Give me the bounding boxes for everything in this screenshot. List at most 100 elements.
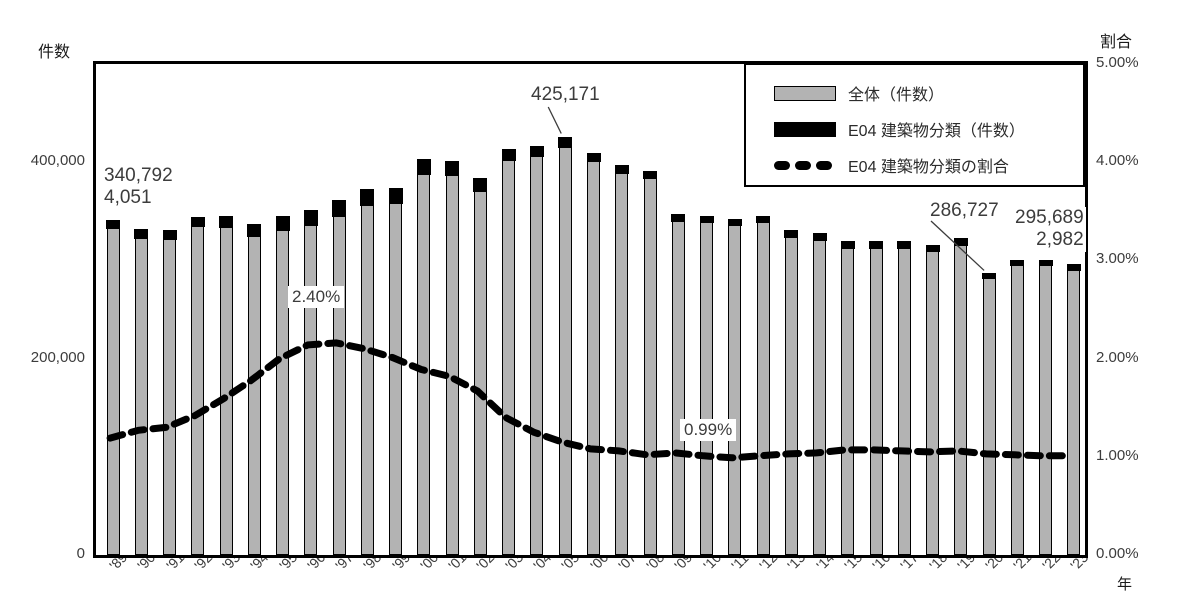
legend-item-2[interactable]: E04 建築物分類の割合	[746, 147, 1083, 183]
bar-90	[134, 229, 149, 555]
legend-item-label: 全体（件数）	[848, 87, 945, 104]
bar-e04-segment	[162, 230, 177, 240]
bar-92	[190, 216, 205, 555]
y-tick-right-0: 5.00%	[1096, 54, 1139, 71]
y-tick-right-1: 4.00%	[1096, 152, 1139, 170]
bar-e04-segment	[247, 223, 262, 237]
bar-e04-segment	[727, 218, 742, 226]
annotation-first-bar: 340,792 4,051	[102, 165, 175, 210]
legend-item-label: E04 建築物分類の割合	[848, 159, 1009, 176]
chart-legend: 全体（件数） E04 建築物分類（件数） E04 建築物分類の割合	[744, 63, 1085, 187]
bar-e04-segment	[982, 272, 997, 280]
bar-e04-segment	[784, 230, 799, 238]
bar-e04-segment	[529, 146, 544, 158]
bar-e04-segment	[953, 238, 968, 246]
bar-e04-segment	[473, 178, 488, 193]
bar-e04-segment	[388, 188, 403, 205]
bar-97	[332, 200, 347, 555]
bar-16	[869, 241, 884, 555]
bar-03	[501, 148, 516, 555]
bar-e04-segment	[275, 215, 290, 231]
bar-e04-segment	[558, 136, 573, 148]
bar-94	[247, 223, 262, 555]
bar-10	[699, 215, 714, 555]
bar-e04-segment	[614, 164, 629, 174]
x-axis-title: 年	[1117, 576, 1133, 593]
annotation-last-bar: 295,689 2,982	[1013, 207, 1086, 252]
y-tick-left-0: 400,000	[30, 152, 85, 170]
bar-19	[953, 238, 968, 555]
bar-e04-segment	[925, 245, 940, 253]
bar-e04-segment	[812, 233, 827, 241]
bar-08	[643, 170, 657, 555]
annotation-first-e04: 4,051	[104, 187, 152, 209]
y-tick-right-2: 3.00%	[1096, 250, 1139, 268]
bar-e04-segment	[445, 160, 460, 177]
bar-96	[303, 209, 318, 555]
bar-93	[219, 215, 234, 555]
bar-18	[925, 245, 940, 555]
bar-e04-segment	[586, 152, 601, 163]
bar-e04-segment	[332, 200, 347, 217]
bar-e04-segment	[897, 241, 912, 249]
bar-17	[897, 241, 912, 555]
bar-e04-segment	[360, 189, 375, 207]
black-bar-swatch	[774, 121, 836, 137]
bar-14	[812, 233, 827, 555]
legend-item-1[interactable]: E04 建築物分類（件数）	[746, 111, 1083, 147]
bar-e04-segment	[1010, 259, 1025, 267]
annotation-ratio-max: 2.40%	[288, 286, 345, 308]
bar-00	[416, 158, 431, 555]
bar-01	[445, 160, 460, 555]
bar-e04-segment	[190, 216, 205, 228]
y-tick-right-5: 0.00%	[1096, 545, 1139, 562]
bar-02	[473, 178, 488, 555]
bar-91	[162, 230, 177, 555]
bar-21	[1010, 259, 1025, 555]
bar-22	[1038, 259, 1053, 555]
y-tick-left-1: 200,000	[30, 348, 85, 366]
y-axis-title-right: 割合	[1100, 34, 1133, 51]
gray-bar-swatch	[774, 85, 836, 101]
bar-e04-segment	[134, 229, 149, 239]
bar-e04-segment	[869, 241, 884, 249]
dashed-line-swatch	[774, 160, 836, 170]
annotation-last-e04: 2,982	[1036, 229, 1084, 251]
bar-98	[360, 189, 375, 555]
bar-04	[529, 146, 544, 555]
bar-13	[784, 230, 799, 555]
annotation-last-total: 295,689	[1015, 207, 1084, 228]
bar-09	[671, 213, 686, 555]
bar-e04-segment	[416, 158, 431, 176]
bar-07	[614, 164, 629, 555]
bar-11	[727, 218, 742, 555]
annotation-ratio-min: 0.99%	[680, 419, 737, 441]
bar-05	[558, 136, 573, 555]
bar-95	[275, 215, 290, 555]
annotation-first-total: 340,792	[104, 165, 173, 186]
bar-e04-segment	[219, 215, 234, 228]
legend-item-label: E04 建築物分類（件数）	[848, 123, 1025, 140]
bar-15	[840, 241, 855, 555]
y-tick-right-3: 2.00%	[1096, 348, 1139, 366]
bar-e04-segment	[1066, 264, 1081, 271]
bar-23	[1066, 264, 1081, 555]
bar-e04-segment	[501, 148, 516, 162]
bar-e04-segment	[756, 215, 771, 224]
bar-12	[756, 215, 771, 555]
annotation-peak-total: 425,171	[529, 84, 602, 107]
bar-e04-segment	[671, 213, 686, 222]
bar-99	[388, 188, 403, 555]
bar-e04-segment	[840, 241, 855, 249]
bar-e04-segment	[106, 219, 121, 229]
bar-20	[982, 272, 997, 555]
bar-e04-segment	[699, 215, 714, 224]
bar-06	[586, 152, 601, 555]
bar-e04-segment	[1038, 259, 1053, 267]
annotation-min-total: 286,727	[928, 200, 1001, 223]
y-tick-right-4: 1.00%	[1096, 446, 1139, 464]
bar-e04-segment	[643, 170, 657, 180]
y-tick-left-2: 0	[76, 545, 85, 562]
legend-item-0[interactable]: 全体（件数）	[746, 75, 1083, 111]
